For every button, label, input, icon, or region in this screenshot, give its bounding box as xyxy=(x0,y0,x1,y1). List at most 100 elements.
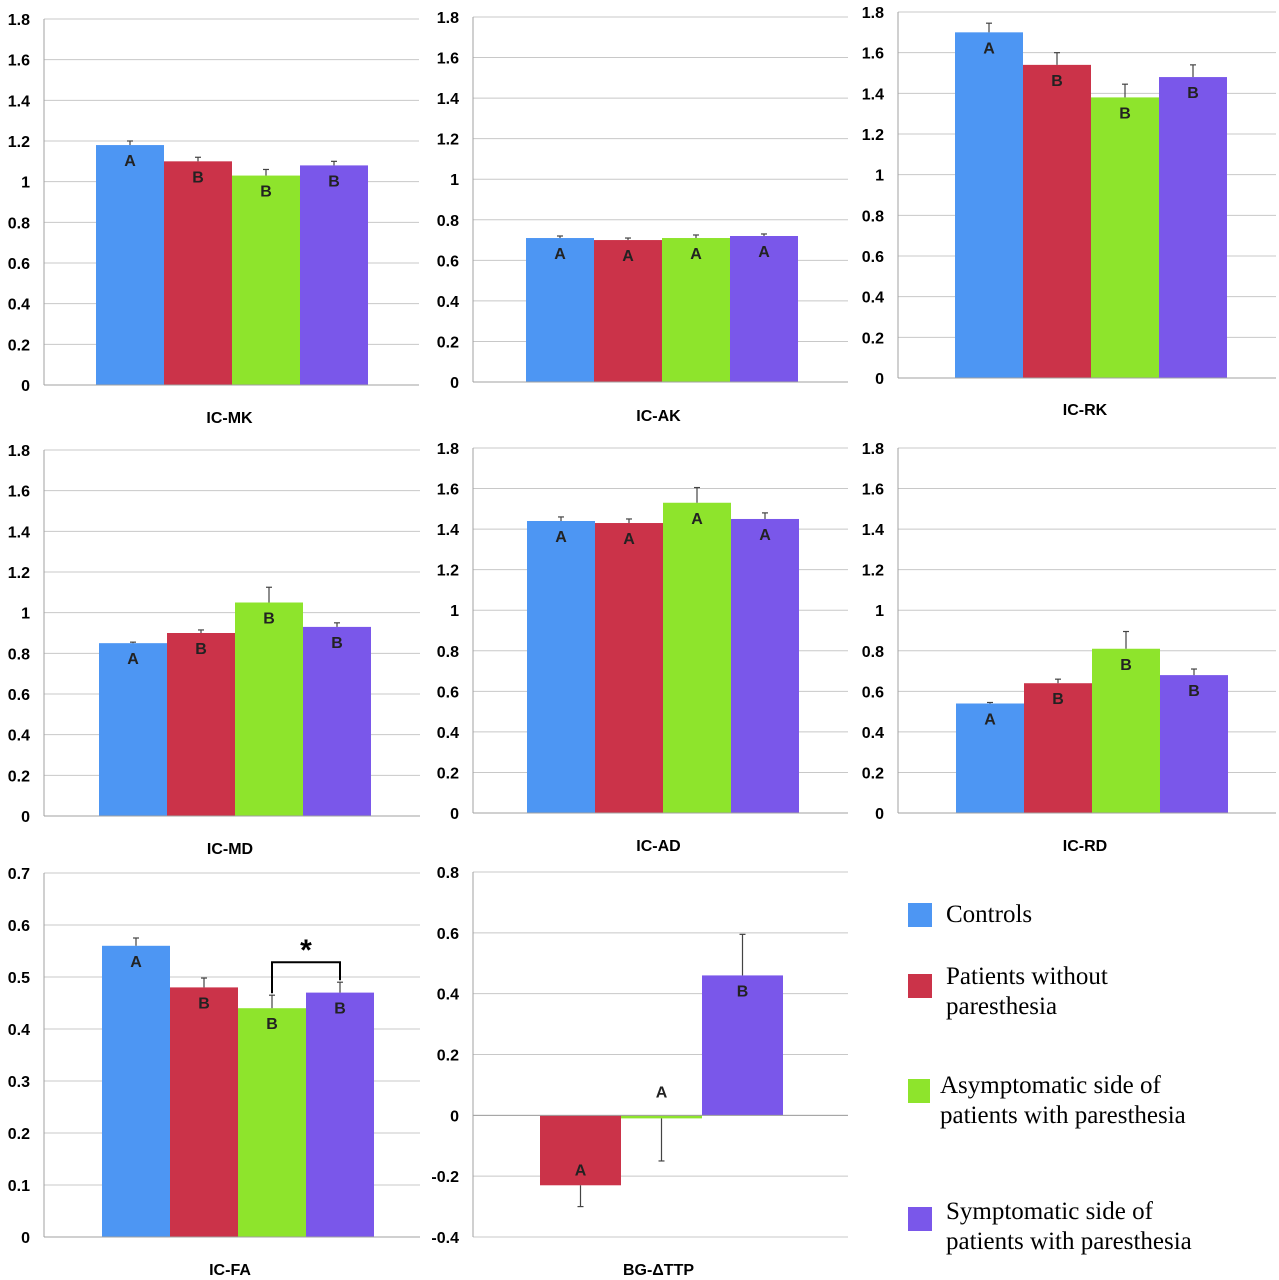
group-letter-symptomatic: B xyxy=(328,173,340,190)
y-tick-label: 1.2 xyxy=(8,134,30,151)
chart-panel-ic-mk: 0 0.2 0.4 0.6 0.8 1 1.2 1.4 1.6 1.8 A B B B IC-MK xyxy=(8,12,419,427)
y-tick-label: 0.6 xyxy=(862,684,884,701)
y-tick-label: 0.4 xyxy=(437,987,459,1004)
y-tick-label: 0.2 xyxy=(862,330,884,347)
chart-title: IC-AK xyxy=(636,408,681,425)
bar-asymptomatic xyxy=(662,238,730,382)
bar-symptomatic xyxy=(1159,77,1227,379)
bar-symptomatic xyxy=(702,975,783,1116)
legend-swatch-controls xyxy=(908,903,932,927)
y-tick-label: 0.2 xyxy=(8,768,30,785)
y-tick-label: 1.8 xyxy=(862,441,884,458)
group-letter-symptomatic: A xyxy=(758,244,770,261)
y-tick-label: 1.2 xyxy=(437,132,459,149)
y-tick-label: 0 xyxy=(21,809,30,826)
y-tick-label: 1 xyxy=(21,175,30,192)
group-letter-asymptomatic: A xyxy=(691,511,703,528)
y-tick-label: -0.4 xyxy=(431,1230,459,1247)
chart-panel-bg-ttp: -0.4 -0.2 0 0.2 0.4 0.6 0.8 A A B BG-ΔTTP xyxy=(431,865,848,1279)
legend-label-asymptomatic: Asymptomatic side of patients with pares… xyxy=(940,1072,1186,1129)
legend-item-symptomatic: Symptomatic side of patients with parest… xyxy=(908,1197,1221,1257)
y-tick-label: 1.2 xyxy=(862,127,884,144)
y-tick-label: 0.8 xyxy=(437,865,459,882)
y-tick-label: 1 xyxy=(875,603,884,620)
chart-panel-ic-md: 0 0.2 0.4 0.6 0.8 1 1.2 1.4 1.6 1.8 A B B B IC-MD xyxy=(8,443,420,858)
legend-label-without-paresthesia: Patients without paresthesia xyxy=(946,963,1108,1020)
chart-panel-ic-fa: 0 0.1 0.2 0.3 0.4 0.5 0.6 0.7 A B B B * IC-FA xyxy=(8,866,420,1279)
significance-star: * xyxy=(300,934,312,967)
y-tick-label: 0.6 xyxy=(437,253,459,270)
bar-symptomatic xyxy=(300,165,368,385)
y-tick-label: 1.6 xyxy=(862,482,884,499)
y-tick-label: 0.6 xyxy=(862,249,884,266)
y-tick-label: 0.6 xyxy=(437,926,459,943)
group-letter-asymptomatic: B xyxy=(263,611,275,628)
group-letter-without: A xyxy=(623,531,635,548)
group-letter-symptomatic: B xyxy=(1187,85,1199,102)
legend-label-controls: Controls xyxy=(946,901,1033,928)
y-tick-label: 1.6 xyxy=(8,484,30,501)
y-tick-label: 0.4 xyxy=(862,290,884,307)
group-letter-without: A xyxy=(575,1162,587,1179)
y-tick-label: 1.8 xyxy=(437,10,459,27)
chart-title: IC-AD xyxy=(636,838,680,855)
legend-item-without-paresthesia: Patients without paresthesia xyxy=(908,962,1146,1022)
y-tick-label: 1.8 xyxy=(862,5,884,22)
y-tick-label: 0.4 xyxy=(437,294,459,311)
group-letter-without: B xyxy=(1051,73,1063,90)
chart-title: IC-RK xyxy=(1063,402,1108,419)
bar-without xyxy=(540,1115,621,1186)
y-tick-label: 0.6 xyxy=(8,918,30,935)
group-letter-controls: A xyxy=(124,153,136,170)
y-tick-label: 1.4 xyxy=(437,522,459,539)
y-tick-label: 1 xyxy=(450,603,459,620)
bar-without xyxy=(167,633,235,816)
bar-symptomatic xyxy=(731,518,799,813)
y-tick-label: 1 xyxy=(450,172,459,189)
legend-item-controls: Controls xyxy=(908,900,1226,930)
y-tick-label: 0.8 xyxy=(8,646,30,663)
bar-asymptomatic xyxy=(235,602,303,816)
group-letter-controls: A xyxy=(983,40,995,57)
bar-asymptomatic xyxy=(232,175,300,385)
group-letter-controls: A xyxy=(127,651,139,668)
y-tick-label: 0.6 xyxy=(437,684,459,701)
chart-panel-ic-rd: 0 0.2 0.4 0.6 0.8 1 1.2 1.4 1.6 1.8 A B B B IC-RD xyxy=(862,441,1276,855)
y-tick-label: 0.4 xyxy=(437,725,459,742)
y-tick-label: 0.4 xyxy=(862,725,884,742)
bar-without xyxy=(170,987,238,1237)
bar-controls xyxy=(99,643,167,816)
group-letter-symptomatic: B xyxy=(1188,683,1200,700)
y-tick-label: 0 xyxy=(21,1230,30,1247)
bar-symptomatic xyxy=(1160,675,1228,813)
group-letter-symptomatic: A xyxy=(759,527,771,544)
y-tick-label: 0.5 xyxy=(8,970,30,987)
y-tick-label: 0.4 xyxy=(8,728,30,745)
y-tick-label: 0 xyxy=(21,378,30,395)
bar-without xyxy=(594,240,662,382)
chart-panel-ic-ak: 0 0.2 0.4 0.6 0.8 1 1.2 1.4 1.6 1.8 A A A A IC-AK xyxy=(437,10,848,425)
y-tick-label: 1.4 xyxy=(437,91,459,108)
y-tick-label: 0.8 xyxy=(437,213,459,230)
y-tick-label: 0.2 xyxy=(437,765,459,782)
bar-asymptomatic xyxy=(238,1008,306,1237)
bar-controls xyxy=(956,703,1024,813)
chart-title: IC-MD xyxy=(207,841,253,858)
group-letter-symptomatic: B xyxy=(334,1001,346,1018)
group-letter-symptomatic: B xyxy=(331,635,343,652)
group-letter-without: B xyxy=(198,995,210,1012)
group-letter-without: B xyxy=(1052,691,1064,708)
legend-swatch-symptomatic xyxy=(908,1207,932,1231)
y-tick-label: 1.8 xyxy=(437,441,459,458)
bar-without xyxy=(1024,683,1092,813)
chart-panel-ic-rk: 0 0.2 0.4 0.6 0.8 1 1.2 1.4 1.6 1.8 A B B B IC-RK xyxy=(862,5,1276,419)
bar-asymptomatic xyxy=(1091,97,1159,379)
bar-symptomatic xyxy=(303,626,371,816)
y-tick-label: 0.8 xyxy=(8,215,30,232)
group-letter-controls: A xyxy=(130,954,142,971)
group-letter-without: B xyxy=(195,641,207,658)
group-letter-asymptomatic: B xyxy=(1119,105,1131,122)
bar-controls xyxy=(955,32,1023,378)
bar-without xyxy=(595,523,663,813)
